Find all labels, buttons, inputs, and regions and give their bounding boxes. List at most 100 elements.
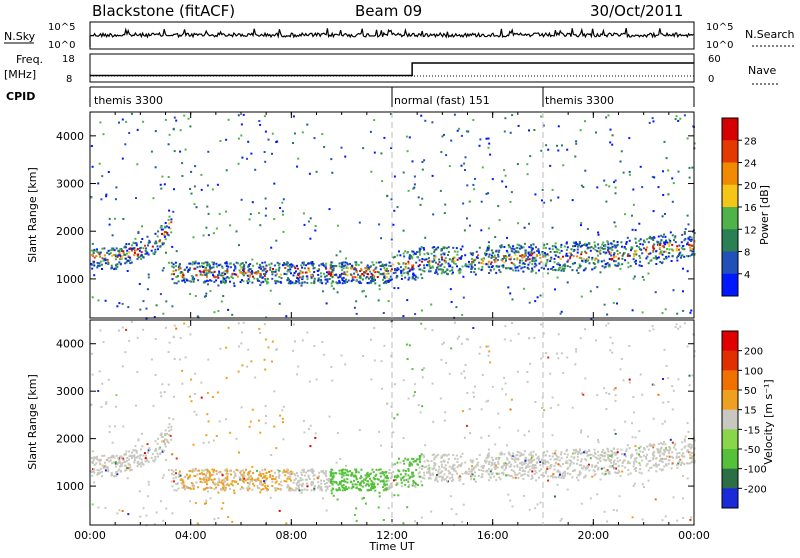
velocity-point — [385, 489, 387, 491]
power-point — [172, 211, 174, 213]
power-point — [562, 256, 564, 258]
velocity-point — [392, 431, 394, 433]
velocity-point — [347, 471, 349, 473]
velocity-point — [615, 394, 617, 396]
velocity-point — [136, 452, 138, 454]
velocity-point — [401, 482, 403, 484]
power-point — [689, 177, 691, 179]
power-point — [594, 263, 596, 265]
velocity-point — [675, 449, 677, 451]
power-point — [524, 250, 526, 252]
velocity-point — [440, 398, 442, 400]
velocity-point — [413, 482, 415, 484]
velocity-point — [313, 470, 315, 472]
power-point — [363, 290, 365, 292]
velocity-point — [206, 487, 208, 489]
velocity-point — [163, 474, 165, 476]
power-point — [408, 277, 410, 279]
power-point — [116, 247, 118, 249]
power-point — [555, 246, 557, 248]
velocity-point — [101, 383, 103, 385]
power-point — [527, 173, 529, 175]
velocity-point — [297, 366, 299, 368]
power-point — [663, 251, 665, 253]
velocity-point — [421, 484, 423, 486]
velocity-point — [208, 442, 210, 444]
velocity-point — [140, 462, 142, 464]
velocity-point — [418, 473, 420, 475]
colorbar-tick-label: 16 — [744, 203, 757, 214]
velocity-point — [379, 472, 381, 474]
power-point — [560, 244, 562, 246]
velocity-point — [147, 495, 149, 497]
velocity-point — [275, 478, 277, 480]
power-point — [345, 258, 347, 260]
velocity-point — [337, 432, 339, 434]
velocity-point — [607, 451, 609, 453]
velocity-point — [449, 477, 451, 479]
power-point — [206, 265, 208, 267]
power-point — [222, 267, 224, 269]
velocity-point — [184, 488, 186, 490]
power-point — [619, 252, 621, 254]
power-point — [221, 301, 223, 303]
power-point — [580, 224, 582, 226]
velocity-point — [380, 476, 382, 478]
power-point — [386, 270, 388, 272]
power-point — [160, 184, 162, 186]
power-point — [388, 273, 390, 275]
power-point — [419, 254, 421, 256]
velocity-point — [472, 327, 474, 329]
velocity-point — [555, 450, 557, 452]
power-point — [620, 241, 622, 243]
power-point — [448, 246, 450, 248]
power-point — [207, 283, 209, 285]
power-point — [314, 279, 316, 281]
velocity-point — [593, 455, 595, 457]
velocity-point — [437, 481, 439, 483]
velocity-point — [662, 402, 664, 404]
velocity-point — [531, 460, 533, 462]
velocity-point — [357, 481, 359, 483]
power-point — [403, 255, 405, 257]
power-point — [197, 266, 199, 268]
velocity-point — [109, 425, 111, 427]
power-point — [119, 255, 121, 257]
power-point — [567, 246, 569, 248]
power-point — [135, 250, 137, 252]
velocity-point — [460, 464, 462, 466]
power-point — [556, 145, 558, 147]
power-point — [488, 245, 490, 247]
power-point — [148, 274, 150, 276]
velocity-point — [368, 485, 370, 487]
power-point — [359, 222, 361, 224]
power-point — [431, 121, 433, 123]
power-point — [254, 169, 256, 171]
power-point — [355, 263, 357, 265]
velocity-point — [372, 481, 374, 483]
power-point — [383, 312, 385, 314]
power-point — [145, 250, 147, 252]
velocity-point — [439, 468, 441, 470]
power-point — [579, 241, 581, 243]
velocity-point — [273, 426, 275, 428]
power-point — [106, 252, 108, 254]
power-point — [171, 273, 173, 275]
power-point — [564, 263, 566, 265]
power-point — [626, 241, 628, 243]
power-point — [189, 280, 191, 282]
power-point — [534, 300, 536, 302]
power-point — [92, 166, 94, 168]
velocity-point — [560, 520, 562, 522]
power-point — [161, 233, 163, 235]
power-point — [639, 243, 641, 245]
velocity-point — [117, 457, 119, 459]
power-point — [232, 277, 234, 279]
velocity-point — [451, 508, 453, 510]
velocity-point — [168, 434, 170, 436]
power-point — [367, 282, 369, 284]
power-point — [325, 267, 327, 269]
velocity-point — [512, 506, 514, 508]
power-point — [216, 266, 218, 268]
velocity-point — [666, 455, 668, 457]
